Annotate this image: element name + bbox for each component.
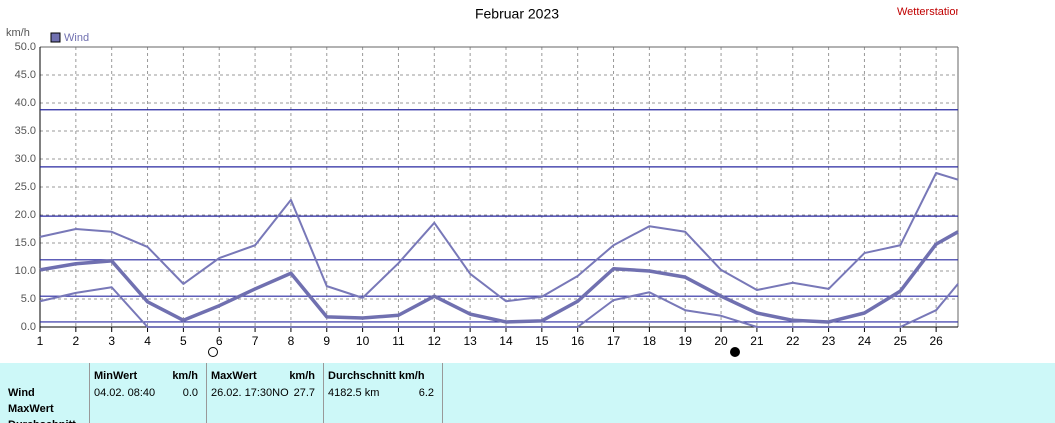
cell: 26.02. 17:30NO — [211, 387, 289, 399]
y-tick-label: 10.0 — [15, 265, 36, 277]
x-tick-label: 8 — [288, 334, 295, 348]
x-tick-label: 6 — [216, 334, 223, 348]
x-tick-label: 15 — [535, 334, 549, 348]
x-tick-label: 20 — [714, 334, 728, 348]
y-tick-label: 0.0 — [21, 321, 36, 333]
column-header: MinWert — [94, 370, 138, 382]
source-clip: Wetterstation — [897, 6, 962, 18]
row-label: MaxWert — [8, 403, 54, 415]
x-tick-label: 25 — [894, 334, 908, 348]
cell: 6.2 — [418, 387, 434, 399]
x-tick-label: 19 — [679, 334, 693, 348]
series-line — [39, 172, 959, 303]
x-tick-label: 9 — [323, 334, 330, 348]
x-tick-label: 4 — [144, 334, 151, 348]
x-tick-label: 1 — [37, 334, 44, 348]
x-tick-label: 24 — [858, 334, 872, 348]
x-tick-label: 26 — [929, 334, 943, 348]
column-separator — [89, 363, 90, 423]
cell: 0.0 — [182, 387, 198, 399]
cell: 4182.5 km — [328, 387, 380, 399]
column-unit: km/h — [289, 370, 315, 382]
column-separator — [442, 363, 443, 423]
x-tick-label: 12 — [428, 334, 442, 348]
x-tick-label: 21 — [750, 334, 764, 348]
series-line — [39, 283, 959, 328]
cell: 27.7 — [293, 387, 315, 399]
column-separator — [206, 363, 207, 423]
x-tick-label: 10 — [356, 334, 370, 348]
y-tick-label: 20.0 — [15, 209, 36, 221]
chart-title: Februar 2023 — [475, 6, 559, 22]
y-tick-label: 30.0 — [15, 153, 36, 165]
x-tick-label: 11 — [392, 334, 405, 348]
y-tick-label: 25.0 — [15, 181, 36, 193]
x-tick-label: 22 — [786, 334, 800, 348]
series-line — [39, 230, 959, 324]
cell: 04.02. 08:40 — [94, 387, 156, 399]
y-tick-label: 40.0 — [15, 97, 36, 109]
column-unit: km/h — [172, 370, 198, 382]
x-tick-label: 14 — [499, 334, 513, 348]
legend-swatch — [50, 32, 61, 43]
source: Wetterstation — [897, 6, 962, 18]
y-axis-label: km/h — [6, 27, 30, 39]
moon-phases — [208, 347, 740, 357]
summary-table: Wind MaxWert Durchschnitt MinWert km/h 04.02.… — [0, 363, 1055, 423]
row-label: Durchschnitt — [8, 419, 76, 423]
x-tick-label: 18 — [643, 334, 657, 348]
y-tick-label: 35.0 — [15, 125, 36, 137]
chart: Februar 2023 Wetterstation km/h 0.0 5.0 10… — [6, 6, 962, 357]
y-tick-label: 5.0 — [21, 293, 36, 305]
y-tick-label: 45.0 — [15, 69, 36, 81]
column-header: MaxWert — [211, 370, 257, 382]
x-tick-label: 3 — [108, 334, 115, 348]
y-tick-label: 50.0 — [15, 41, 36, 53]
x-tick-label: 23 — [822, 334, 836, 348]
x-tick-label: 16 — [571, 334, 585, 348]
column-separator — [323, 363, 324, 423]
x-tick-label: 17 — [607, 334, 621, 348]
legend-label: Wind — [64, 32, 89, 44]
x-tick-label: 13 — [463, 334, 477, 348]
column-header: Durchschnitt km/h — [328, 370, 425, 382]
x-tick-label: 7 — [252, 334, 259, 348]
row-label: Wind — [8, 387, 35, 399]
x-tick-label: 2 — [73, 334, 80, 348]
x-tick-label: 5 — [180, 334, 187, 348]
y-tick-label: 15.0 — [15, 237, 36, 249]
